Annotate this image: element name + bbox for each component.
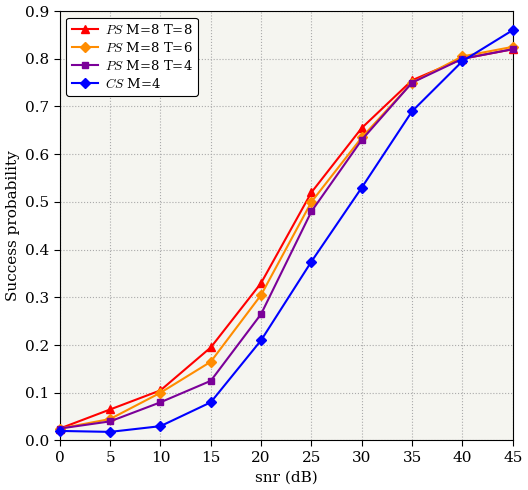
- Legend: $\mathit{PS}$ M=8 T=8, $\mathit{PS}$ M=8 T=6, $\mathit{PS}$ M=8 T=4, $\mathit{CS: $\mathit{PS}$ M=8 T=8, $\mathit{PS}$ M=8…: [67, 18, 197, 96]
- $\mathit{PS}$ M=8 T=4: [107, 418, 114, 424]
- $\mathit{PS}$ M=8 T=4: [258, 311, 265, 317]
- $\mathit{PS}$ M=8 T=6: [459, 53, 466, 59]
- $\mathit{CS}$ M=4: [56, 428, 63, 434]
- Line: $\mathit{PS}$ M=8 T=6: $\mathit{PS}$ M=8 T=6: [56, 44, 516, 432]
- $\mathit{PS}$ M=8 T=6: [409, 80, 415, 86]
- $\mathit{PS}$ M=8 T=6: [157, 390, 164, 396]
- $\mathit{PS}$ M=8 T=8: [107, 407, 114, 413]
- $\mathit{PS}$ M=8 T=4: [308, 209, 315, 215]
- $\mathit{PS}$ M=8 T=8: [510, 46, 516, 52]
- Line: $\mathit{CS}$ M=4: $\mathit{CS}$ M=4: [56, 26, 516, 435]
- $\mathit{CS}$ M=4: [359, 185, 365, 191]
- $\mathit{PS}$ M=8 T=4: [157, 399, 164, 405]
- $\mathit{PS}$ M=8 T=4: [409, 80, 415, 86]
- $\mathit{PS}$ M=8 T=4: [459, 56, 466, 62]
- $\mathit{PS}$ M=8 T=8: [409, 77, 415, 83]
- $\mathit{PS}$ M=8 T=6: [510, 44, 516, 50]
- $\mathit{PS}$ M=8 T=4: [510, 46, 516, 52]
- $\mathit{PS}$ M=8 T=6: [359, 135, 365, 141]
- $\mathit{PS}$ M=8 T=8: [459, 56, 466, 62]
- $\mathit{PS}$ M=8 T=4: [56, 426, 63, 432]
- $\mathit{PS}$ M=8 T=8: [258, 280, 265, 286]
- $\mathit{CS}$ M=4: [157, 423, 164, 429]
- $\mathit{CS}$ M=4: [208, 399, 214, 405]
- $\mathit{PS}$ M=8 T=8: [308, 190, 315, 196]
- $\mathit{PS}$ M=8 T=6: [208, 359, 214, 365]
- $\mathit{PS}$ M=8 T=8: [208, 344, 214, 350]
- $\mathit{PS}$ M=8 T=6: [107, 416, 114, 422]
- $\mathit{CS}$ M=4: [409, 108, 415, 114]
- $\mathit{CS}$ M=4: [510, 27, 516, 33]
- $\mathit{PS}$ M=8 T=6: [258, 292, 265, 298]
- Line: $\mathit{PS}$ M=8 T=4: $\mathit{PS}$ M=8 T=4: [56, 46, 516, 432]
- $\mathit{PS}$ M=8 T=4: [359, 137, 365, 143]
- $\mathit{PS}$ M=8 T=6: [308, 199, 315, 205]
- $\mathit{PS}$ M=8 T=6: [56, 426, 63, 432]
- $\mathit{CS}$ M=4: [459, 58, 466, 64]
- $\mathit{CS}$ M=4: [308, 259, 315, 265]
- $\mathit{PS}$ M=8 T=8: [359, 125, 365, 131]
- $\mathit{PS}$ M=8 T=4: [208, 378, 214, 384]
- Line: $\mathit{PS}$ M=8 T=8: $\mathit{PS}$ M=8 T=8: [55, 45, 517, 433]
- X-axis label: snr (dB): snr (dB): [255, 470, 318, 485]
- $\mathit{CS}$ M=4: [258, 337, 265, 343]
- Y-axis label: Success probability: Success probability: [6, 150, 20, 301]
- $\mathit{PS}$ M=8 T=8: [56, 426, 63, 432]
- $\mathit{PS}$ M=8 T=8: [157, 388, 164, 393]
- $\mathit{CS}$ M=4: [107, 429, 114, 435]
